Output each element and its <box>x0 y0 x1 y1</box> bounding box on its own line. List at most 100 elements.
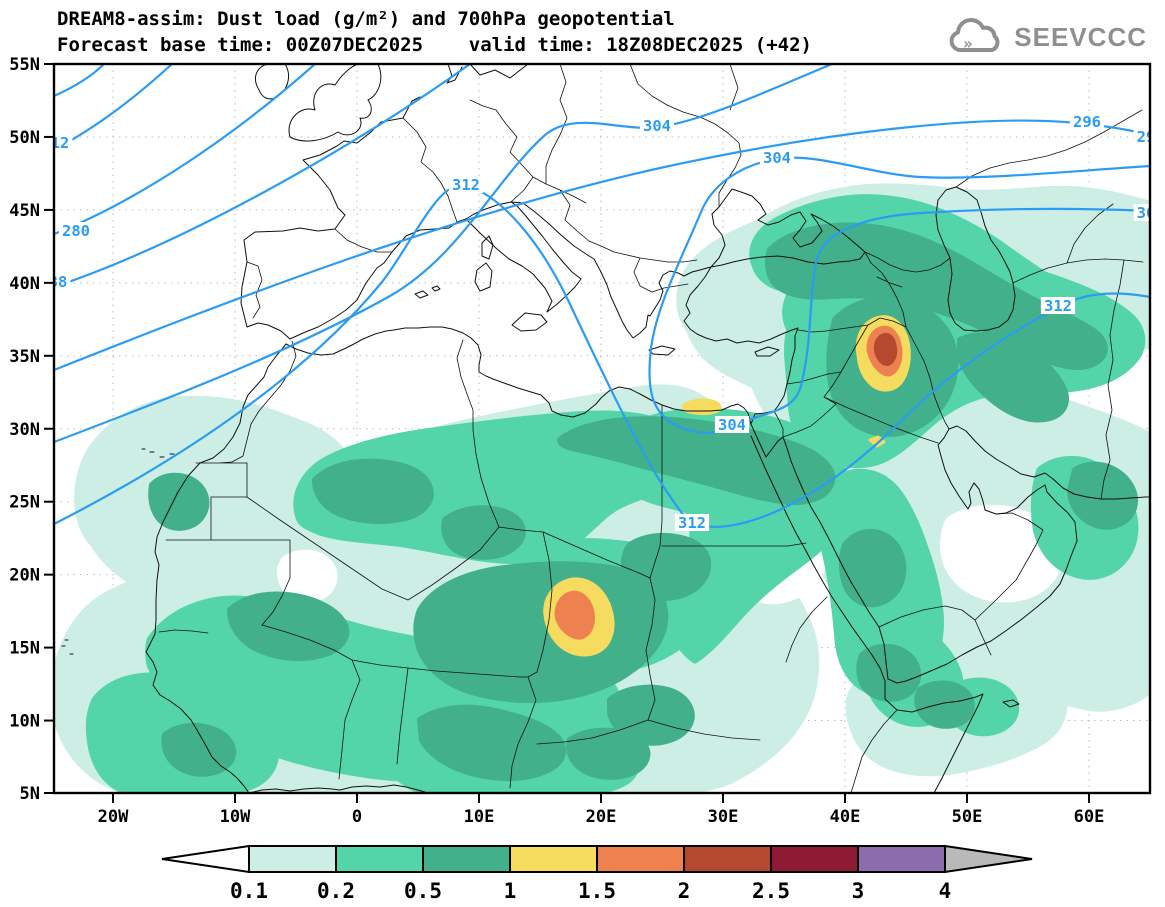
tick-label-lat: 15N <box>9 639 40 659</box>
colorbar-label: 0.5 <box>404 879 442 903</box>
colorbar-cell <box>857 845 946 873</box>
geopotential-contours <box>54 64 1150 528</box>
island-sardinia <box>474 262 493 292</box>
tick-label-lat: 50N <box>9 128 40 148</box>
colorbar-label: 2.5 <box>752 879 790 903</box>
contour-label: 312 <box>1044 297 1072 315</box>
chart-subtitle-times: Forecast base time: 00Z07DEC2025 valid t… <box>57 34 812 56</box>
coast-balkans-greece <box>510 201 712 339</box>
contour-label-bg <box>639 117 675 134</box>
seevccc-logo: » SEEVCCC <box>946 16 1147 58</box>
colorbar-cell <box>248 845 337 873</box>
tick-label-lon: 10W <box>220 807 251 827</box>
chart-titles: DREAM8-assim: Dust load (g/m²) and 700hP… <box>57 8 812 56</box>
colorbar-label: 0.2 <box>317 879 355 903</box>
tick-label-lat: 55N <box>9 55 40 75</box>
colorbar-label: 2 <box>678 879 691 903</box>
island-socotra <box>1002 699 1020 708</box>
borders-europe <box>246 64 742 319</box>
contour-label-bg <box>58 222 94 239</box>
dust-band-2 <box>873 332 898 367</box>
axes-ticks-and-labels: 55N 50N 45N 40N 35N 30N 25N 20N 15N 10N 5N 20W 10W 0 1… <box>9 55 1104 827</box>
colorbar-label: 1 <box>504 879 517 903</box>
borders-sahel <box>158 531 898 793</box>
colorbar-cell <box>596 845 685 873</box>
coast-west-africa <box>145 343 287 793</box>
coast-redsea-africa-horn <box>750 435 984 793</box>
tick-label-lon: 0 <box>352 807 362 827</box>
contour-label: 12 <box>51 134 70 152</box>
coast-black-sea <box>710 188 866 268</box>
contour-label: 304 <box>763 149 791 167</box>
contour-label: 304 <box>718 416 746 434</box>
coast-turkey-levant <box>683 266 799 458</box>
borders-north-africa <box>165 339 807 626</box>
coast-north-africa <box>285 326 752 425</box>
tick-label-lon: 30E <box>708 807 739 827</box>
colorbar-cell <box>770 845 859 873</box>
contour-label-bg <box>1069 113 1105 130</box>
tick-label-lat: 35N <box>9 347 40 367</box>
contour-label: 296 <box>1073 113 1101 131</box>
colorbar-cell <box>335 845 424 873</box>
tick-label-lon: 50E <box>952 807 983 827</box>
tick-label-lon: 60E <box>1074 807 1105 827</box>
contour-312 <box>54 184 1150 528</box>
svg-text:»: » <box>963 34 973 53</box>
contour-label: 304 <box>643 117 671 135</box>
colorbar-label: 3 <box>852 879 865 903</box>
tick-label-lat: 5N <box>20 784 40 804</box>
contour-304-trough <box>648 156 1150 434</box>
colorbar-label: 4 <box>939 879 952 903</box>
tick-label-lon: 10E <box>464 807 495 827</box>
tick-label-lon: 20E <box>586 807 617 827</box>
coast-europe-west <box>240 96 467 340</box>
contour-label-bg <box>674 514 710 531</box>
coast-arabia <box>782 428 1078 684</box>
contour-label: 312 <box>452 176 480 194</box>
contour-272-corner <box>54 64 106 98</box>
island-cyprus <box>754 346 780 357</box>
tick-label-lat: 45N <box>9 201 40 221</box>
tick-label-lat: 10N <box>9 712 40 732</box>
islands-cape-verde <box>61 639 74 655</box>
colorbar-label: 0.1 <box>230 879 268 903</box>
dust-load-filled-contours <box>54 183 1150 793</box>
contour-label: 312 <box>678 514 706 532</box>
tick-label-lon: 40E <box>830 807 861 827</box>
colorbar-cell <box>683 845 772 873</box>
colorbar-label: 1.5 <box>578 879 616 903</box>
contour-label-bg <box>54 134 73 151</box>
coast-britain <box>288 64 382 142</box>
contour-label-bg <box>448 176 484 193</box>
contour-label-bg <box>54 273 71 290</box>
coast-denmark <box>446 64 529 84</box>
coast-italy <box>465 201 582 313</box>
borders-caucasus-centralasia <box>864 109 1144 288</box>
colorbar-cell <box>422 845 511 873</box>
contour-label-bg <box>1133 128 1150 145</box>
colorbar-right-arrow <box>944 844 1033 874</box>
island-corsica <box>481 235 494 260</box>
colorbar-left-arrow <box>161 844 250 874</box>
contour-label-bg <box>1040 297 1076 314</box>
coast-gulf-of-guinea <box>248 784 429 793</box>
contour-label-bg <box>714 416 750 433</box>
contour-label-bg <box>759 149 795 166</box>
tick-label-lon: 20W <box>98 807 129 827</box>
logo-text: SEEVCCC <box>1014 21 1147 52</box>
colorbar-cell <box>509 845 598 873</box>
geopotential-contour-labels: 12 280 88 312 304 304 296 29 304 30 312 312 <box>51 113 1156 532</box>
island-balearics <box>414 285 441 299</box>
tick-label-lat: 40N <box>9 274 40 294</box>
coastlines-and-borders <box>61 64 1150 793</box>
island-sicily <box>511 312 548 332</box>
contour-label: 29 <box>1137 128 1156 146</box>
contour-304-west <box>54 64 834 444</box>
contour-label: 30 <box>1137 204 1156 222</box>
islands-canary <box>141 448 175 458</box>
coast-caspian-sea <box>935 186 1016 332</box>
contour-280 <box>54 64 317 236</box>
